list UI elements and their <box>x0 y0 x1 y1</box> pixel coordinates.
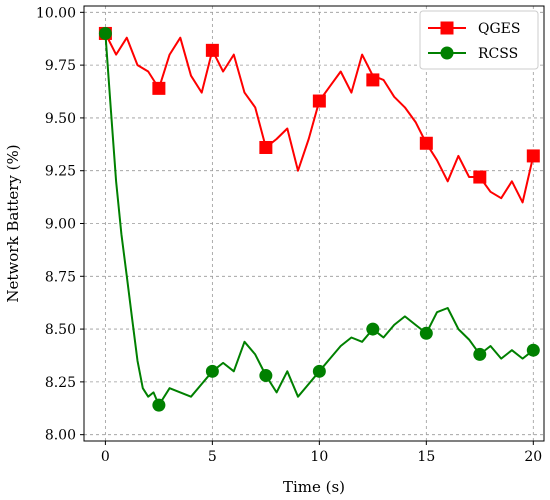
data-marker <box>366 322 380 336</box>
grid <box>84 6 544 441</box>
x-tick-label: 20 <box>524 449 542 465</box>
data-marker <box>205 364 219 378</box>
data-marker <box>526 149 540 163</box>
legend: QGES RCSS <box>419 10 539 70</box>
data-marker <box>440 46 454 60</box>
y-axis-label: Network Battery (%) <box>4 144 22 302</box>
data-marker <box>205 43 219 57</box>
data-marker <box>259 369 273 383</box>
y-tick-label: 8.00 <box>45 428 76 444</box>
data-marker <box>152 81 166 95</box>
plot-series <box>98 26 540 412</box>
legend-item-rcss: RCSS <box>428 46 518 62</box>
y-tick-label: 9.25 <box>45 164 76 180</box>
data-marker <box>440 21 454 35</box>
data-marker <box>259 140 273 154</box>
x-tick-label: 5 <box>208 449 217 465</box>
series-qges <box>98 26 540 204</box>
axis-ticks: 0 5 10 15 20 8.00 8.25 8.50 8.75 9.00 9.25 9.50 9.75… <box>36 5 542 465</box>
y-tick-label: 8.50 <box>45 322 76 338</box>
data-marker <box>366 73 380 87</box>
data-marker <box>473 170 487 184</box>
y-tick-label: 9.75 <box>45 58 76 74</box>
data-marker <box>473 347 487 361</box>
x-tick-label: 10 <box>310 449 328 465</box>
x-axis-label: Time (s) <box>283 478 345 496</box>
x-tick-label: 0 <box>101 449 110 465</box>
y-tick-label: 9.50 <box>45 111 76 127</box>
legend-item-qges: QGES <box>428 21 520 37</box>
y-tick-label: 8.75 <box>45 269 76 285</box>
data-marker <box>312 94 326 108</box>
data-marker <box>98 26 112 40</box>
data-marker <box>419 326 433 340</box>
x-tick-label: 15 <box>417 449 435 465</box>
data-marker <box>526 343 540 357</box>
y-tick-label: 8.25 <box>45 375 76 391</box>
data-marker <box>152 398 166 412</box>
data-marker <box>312 364 326 378</box>
legend-label: RCSS <box>478 46 518 62</box>
legend-label: QGES <box>478 21 520 37</box>
series-rcss <box>98 26 540 412</box>
data-marker <box>419 136 433 150</box>
y-tick-label: 10.00 <box>36 5 76 21</box>
series-line <box>104 33 534 407</box>
y-tick-label: 9.00 <box>45 217 76 233</box>
